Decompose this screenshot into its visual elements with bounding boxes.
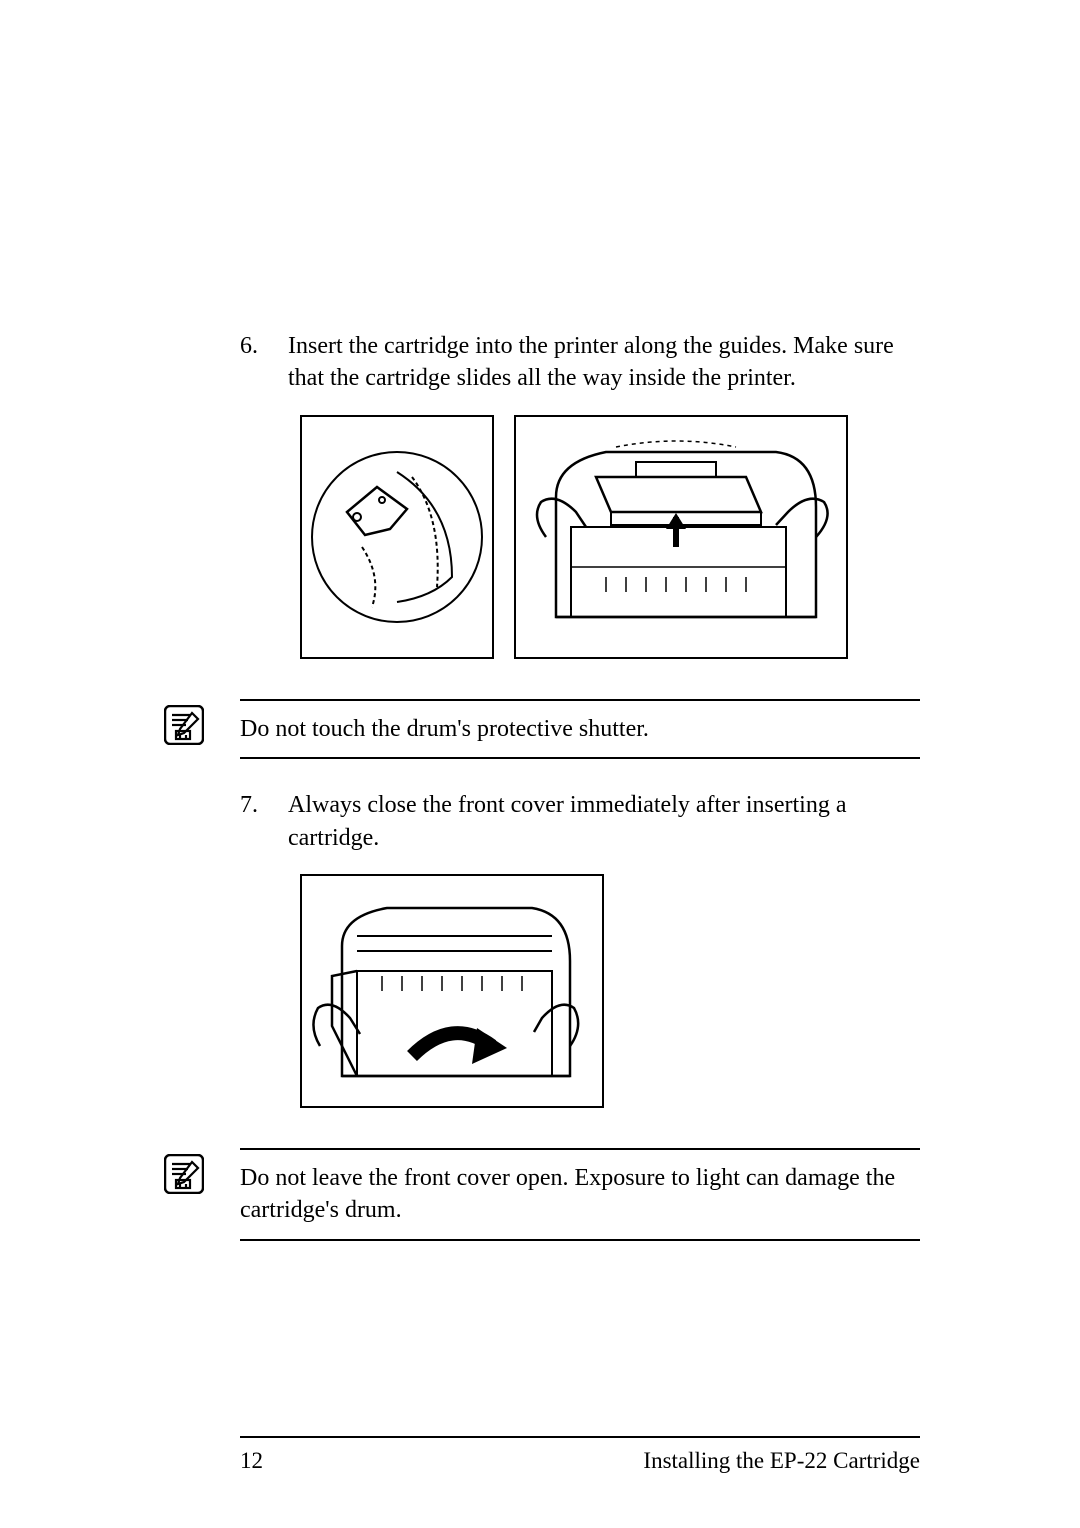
note-2-text: Do not leave the front cover open. Expos… xyxy=(240,1160,920,1229)
figure-cartridge-insert xyxy=(514,415,848,659)
note-1-text: Do not touch the drum's protective shutt… xyxy=(240,711,920,747)
page-number: 12 xyxy=(240,1448,263,1474)
step-6-text: Insert the cartridge into the printer al… xyxy=(288,330,920,395)
footer-rule xyxy=(240,1436,920,1438)
figure-close-cover xyxy=(300,874,604,1108)
step-7-figures xyxy=(300,874,920,1108)
step-7: 7. Always close the front cover immediat… xyxy=(240,789,920,854)
footer: 12 Installing the EP-22 Cartridge xyxy=(240,1448,920,1474)
note-icon xyxy=(164,705,204,745)
note-rule xyxy=(240,1239,920,1241)
note-1: Do not touch the drum's protective shutt… xyxy=(240,699,920,759)
figure-cartridge-guide-detail xyxy=(300,415,494,659)
step-7-text: Always close the front cover immediately… xyxy=(288,789,920,854)
note-rule xyxy=(240,699,920,701)
content-column: 6. Insert the cartridge into the printer… xyxy=(240,330,920,1271)
step-6-figures xyxy=(300,415,920,659)
note-2: Do not leave the front cover open. Expos… xyxy=(240,1148,920,1241)
note-rule xyxy=(240,757,920,759)
step-7-number: 7. xyxy=(240,789,288,854)
note-rule xyxy=(240,1148,920,1150)
note-icon xyxy=(164,1154,204,1194)
step-6-number: 6. xyxy=(240,330,288,395)
step-6: 6. Insert the cartridge into the printer… xyxy=(240,330,920,395)
page: 6. Insert the cartridge into the printer… xyxy=(0,0,1080,1528)
footer-title: Installing the EP-22 Cartridge xyxy=(643,1448,920,1474)
